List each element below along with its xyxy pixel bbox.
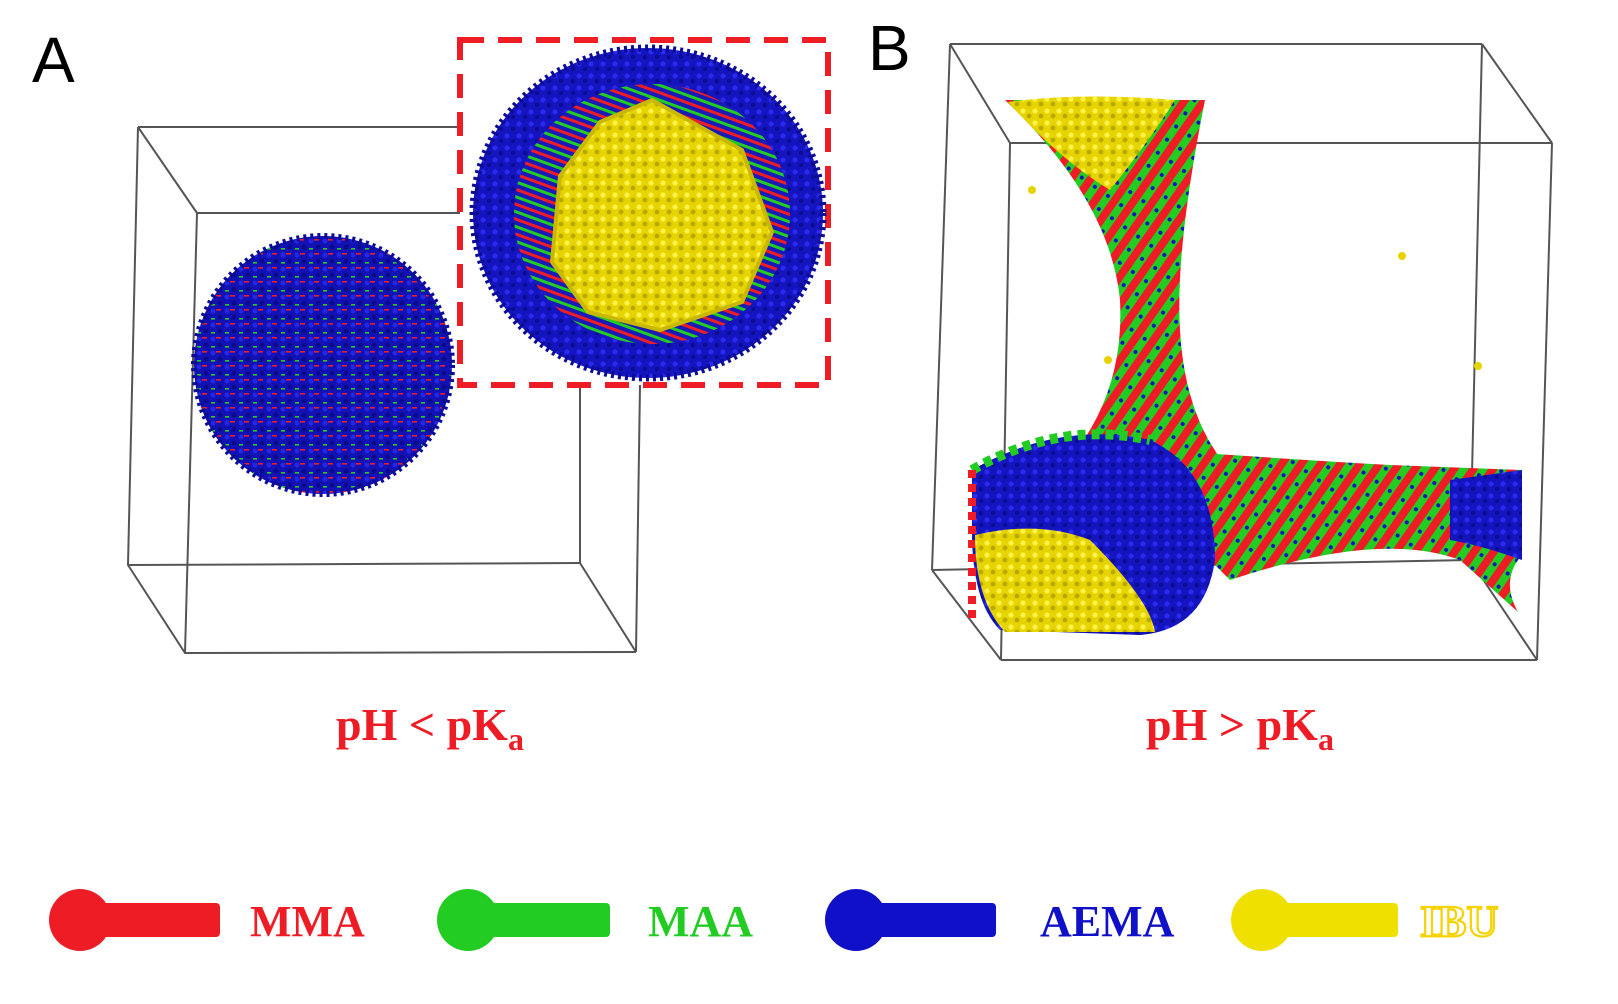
- condition-label-a: pH < pKa: [336, 699, 524, 757]
- legend-item-maa: MAA: [437, 889, 753, 951]
- panel-b: B: [868, 12, 1553, 757]
- bicontinuous-network: [968, 96, 1522, 635]
- legend-label-aema: AEMA: [1040, 897, 1175, 946]
- ibu-domain-bottom: [975, 528, 1155, 632]
- panel-a: A pH < pKa: [32, 24, 831, 757]
- micelle-sphere-a: [191, 233, 455, 497]
- legend-item-aema: AEMA: [825, 889, 1175, 951]
- panel-b-letter: B: [868, 12, 911, 84]
- legend-item-mma: MMA: [49, 889, 365, 951]
- legend-label-mma: MMA: [250, 897, 365, 946]
- legend-label-maa: MAA: [648, 897, 753, 946]
- panel-a-letter: A: [32, 24, 75, 96]
- micelle-cross-section: [469, 44, 827, 382]
- condition-label-b: pH > pKa: [1146, 699, 1334, 757]
- ibu-domain-top: [1008, 96, 1175, 190]
- ibu-core: [549, 97, 775, 333]
- simulation-box-a: [126, 126, 641, 655]
- legend: MMA MAA AEMA IBU: [49, 889, 1499, 951]
- legend-item-ibu: IBU: [1231, 889, 1499, 951]
- legend-label-ibu: IBU: [1420, 897, 1498, 946]
